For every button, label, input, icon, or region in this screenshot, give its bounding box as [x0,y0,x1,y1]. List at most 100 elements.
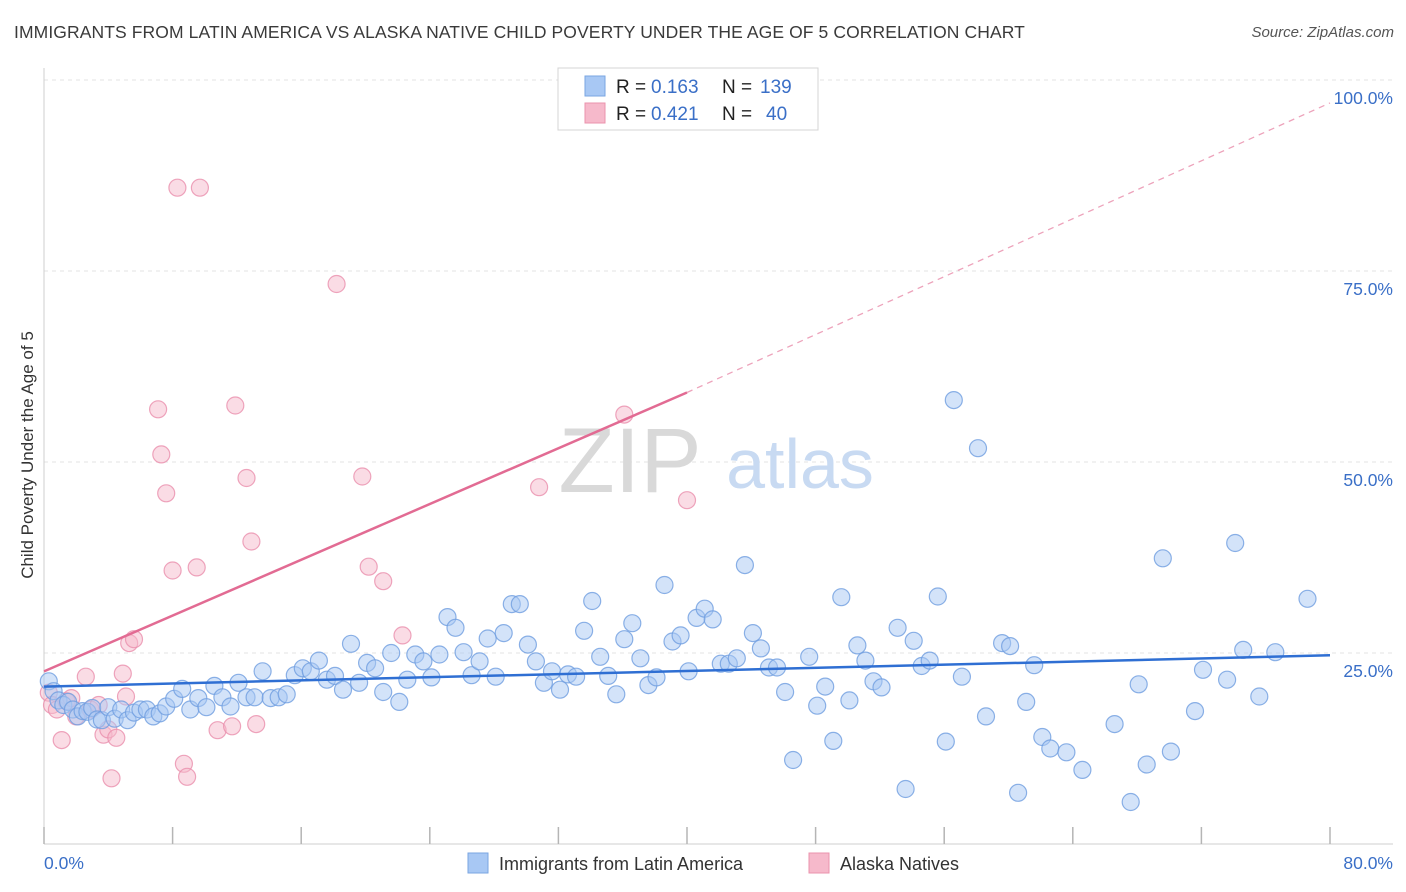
latin-america-point-102 [816,677,835,696]
latin-america-point-117 [944,391,963,410]
y-axis-label: Child Poverty Under the Age of 5 [18,331,37,579]
latin-america-point-115 [928,587,947,606]
latin-america-point-95 [751,639,771,658]
legend-swatch-latin-america [467,852,489,874]
alaska-natives-point-18 [149,400,168,419]
latin-america-point-134 [1153,549,1172,568]
latin-america-point-63 [494,623,513,643]
alaska-natives-point-25 [187,558,206,577]
legend-r-value-pink: 0.421 [651,104,699,125]
trend-lines [43,102,1331,688]
latin-america-point-58 [454,643,473,662]
latin-america-point-79 [623,614,642,633]
latin-america-point-66 [518,635,538,654]
alaska-natives-point-19 [157,484,176,503]
alaska-natives-point-20 [152,445,171,464]
latin-america-point-44 [341,634,361,653]
latin-america-point-131 [1121,792,1140,812]
axes [43,68,1393,845]
latin-america-point-78 [615,630,634,649]
alaska-natives-point-35 [359,557,378,576]
alaska-natives-point-26 [190,178,209,197]
alaska-natives-point-12 [102,769,121,788]
latin-america-point-104 [832,588,851,607]
latin-america-point-65 [510,594,529,614]
latin-america-point-83 [655,575,674,595]
latin-america-point-110 [888,618,907,637]
axis-ticks [43,827,1331,844]
latin-america-point-116 [936,732,955,751]
alaska-natives-point-14 [113,664,132,683]
latin-america-point-105 [840,691,859,710]
latin-america-point-135 [1161,742,1181,761]
latin-america-point-50 [390,692,409,712]
alaska-natives-point-21 [163,561,182,580]
alaska-natives-point-31 [242,532,261,551]
y-tick-label-25: 25.0% [1343,661,1393,681]
latin-america-point-103 [824,731,843,751]
latin-america-point-143 [1298,589,1317,608]
latin-america-point-23 [173,679,192,699]
latin-america-point-120 [976,707,996,726]
latin-america-point-141 [1250,687,1269,706]
latin-america-point-70 [550,680,570,699]
latin-america-point-101 [808,696,827,715]
latin-america-point-75 [591,647,610,666]
latin-america-point-43 [333,680,353,699]
latin-america-point-26 [197,698,216,717]
legend-n-value-blue: 139 [760,77,792,98]
latin-america-point-45 [350,673,369,692]
legend-swatch-alaska-natives [808,852,830,874]
legend-swatch-blue [584,75,606,97]
latin-america-point-99 [783,750,803,770]
latin-america-point-136 [1185,701,1205,721]
latin-america-point-77 [607,685,626,704]
latin-america-point-132 [1129,675,1148,694]
source-label: Source: ZipAtlas.com [1251,24,1394,41]
latin-america-point-33 [253,662,272,681]
latin-america-point-47 [366,659,385,678]
legend-n-value-pink: 40 [766,104,787,125]
latin-america-point-93 [735,555,755,575]
latin-america-point-92 [727,649,746,668]
alaska-natives-point-36 [374,572,393,591]
latin-america-point-124 [1017,692,1036,712]
alaska-natives-point-40 [677,491,697,510]
latin-america-point-140 [1234,640,1253,660]
alaska-natives-point-33 [327,274,346,294]
legend-label-latin-america: Immigrants from Latin America [499,854,744,874]
latin-america-point-98 [775,682,795,702]
legend-n-label-pink: N = [722,104,752,125]
latin-america-point-85 [671,626,690,645]
latin-america-point-123 [1008,783,1028,802]
chart-title: IMMIGRANTS FROM LATIN AMERICA VS ALASKA … [14,22,1025,42]
latin-america-point-130 [1105,714,1124,734]
alaska-natives-point-28 [223,717,242,736]
latin-america-point-60 [470,652,489,671]
latin-america-point-128 [1057,743,1076,762]
legend-n-label-blue: N = [722,77,752,98]
latin-america-point-138 [1217,670,1237,689]
latin-america-point-122 [1000,636,1020,656]
latin-america-point-40 [309,651,328,670]
latin-america-point-29 [221,697,240,716]
latin-america-point-129 [1073,760,1092,780]
latin-america-point-133 [1137,755,1156,774]
stats-legend: R = 0.163 N = 139 R = 0.421 N = 40 [557,67,819,131]
alaska-natives-point-22 [168,178,187,197]
x-tick-label-max: 80.0% [1343,853,1393,873]
watermark-zip: ZIP [558,410,701,512]
latin-america-point-67 [526,652,546,671]
y-tick-label-100: 100.0% [1334,88,1393,108]
latin-america-point-36 [277,685,296,704]
watermark-atlas: atlas [726,425,874,503]
alaska-natives-point-3 [52,730,71,750]
latin-america-point-111 [896,779,915,799]
trend-extension-alaska-natives [686,102,1331,394]
latin-america-point-69 [542,662,562,681]
latin-america-point-119 [968,439,988,458]
latin-america-point-112 [904,631,923,650]
trend-line-latin-america [43,654,1331,688]
latin-america-point-80 [631,649,650,668]
latin-america-point-53 [414,652,433,671]
